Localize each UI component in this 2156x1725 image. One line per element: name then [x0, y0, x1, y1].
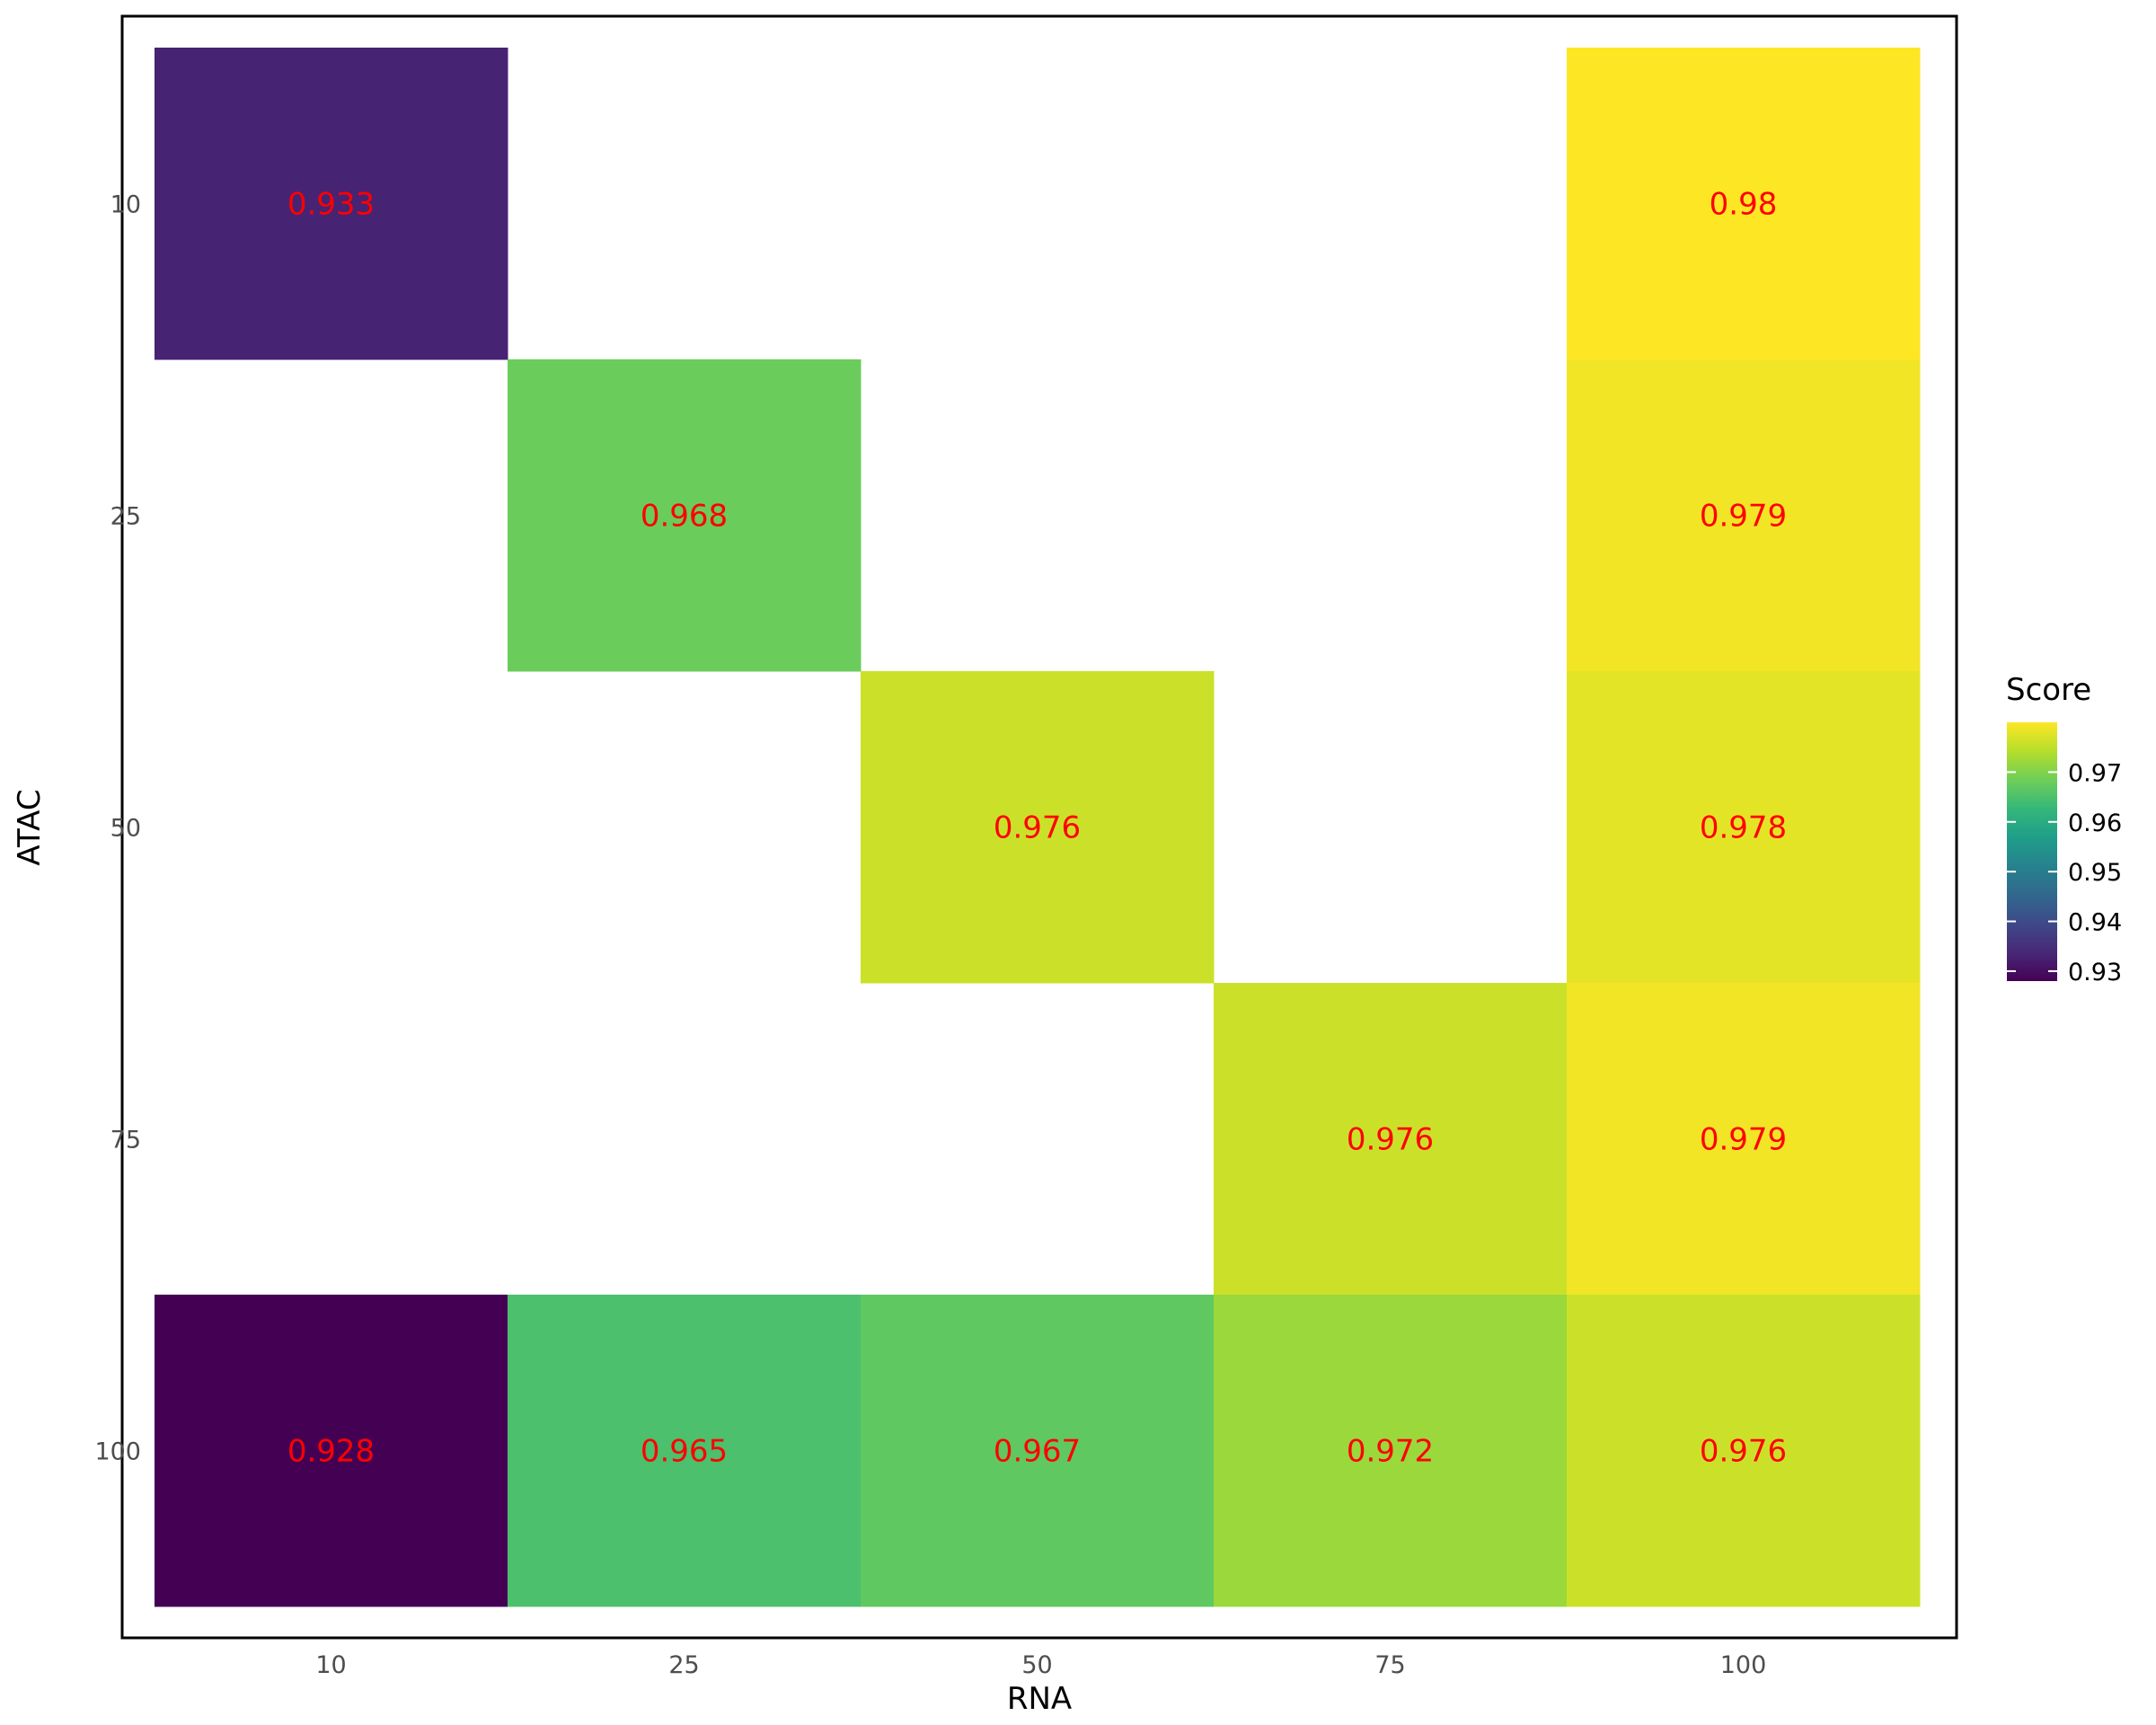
y-axis-ticks: 10 25 50 75 100	[94, 191, 141, 1466]
legend-tick-label: 0.96	[2068, 809, 2122, 837]
x-tick-label: 50	[1021, 1651, 1052, 1679]
x-tick-label: 100	[1720, 1651, 1767, 1679]
y-axis-title: ATAC	[12, 789, 48, 865]
heatmap-cell	[1567, 983, 1921, 1296]
heatmap-cell	[508, 1295, 862, 1607]
cell-value-label: 0.972	[1347, 1434, 1434, 1470]
legend-title: Score	[2006, 672, 2091, 708]
legend-colorbar	[2007, 722, 2057, 981]
heatmap-cell	[155, 1295, 508, 1607]
x-axis-ticks: 10 25 50 75 100	[315, 1651, 1766, 1679]
heatmap-cell	[1567, 1295, 1921, 1607]
cell-value-label: 0.933	[287, 187, 375, 223]
legend-ticks: 0.93 0.94 0.95 0.96 0.97	[2007, 759, 2122, 986]
cell-value-label: 0.979	[1700, 499, 1787, 535]
y-tick-label: 25	[110, 503, 141, 531]
legend-tick-label: 0.93	[2068, 959, 2122, 986]
heatmap-cell	[861, 1295, 1215, 1607]
cell-value-label: 0.979	[1700, 1122, 1787, 1158]
x-tick-label: 75	[1374, 1651, 1405, 1679]
heatmap-cell	[1214, 983, 1568, 1296]
x-axis-title: RNA	[1007, 1681, 1072, 1717]
cell-value-label: 0.976	[1347, 1122, 1434, 1158]
y-tick-label: 10	[110, 191, 141, 219]
heatmap-cell	[1567, 671, 1921, 984]
heatmap-cell	[508, 359, 862, 672]
legend-tick-label: 0.95	[2068, 859, 2122, 887]
heatmap-cell	[1567, 359, 1921, 672]
y-tick-label: 50	[110, 815, 141, 843]
legend-tick-label: 0.94	[2068, 909, 2122, 937]
cell-value-label: 0.976	[994, 810, 1081, 846]
cell-value-label: 0.976	[1700, 1434, 1787, 1470]
y-tick-label: 100	[94, 1438, 141, 1466]
cell-value-label: 0.978	[1700, 810, 1787, 846]
heatmap-cells: 0.933 0.98 0.968 0.979 0.976 0.978 0.976 0.979 0…	[155, 48, 1921, 1607]
cell-value-label: 0.965	[641, 1434, 728, 1470]
legend: Score 0.93 0.94 0.95 0.96 0.97	[2006, 672, 2122, 986]
heatmap-cell	[1567, 48, 1921, 360]
legend-tick-label: 0.97	[2068, 759, 2122, 787]
heatmap-cell	[861, 671, 1215, 984]
x-tick-label: 10	[315, 1651, 346, 1679]
cell-value-label: 0.967	[994, 1434, 1081, 1470]
x-tick-label: 25	[668, 1651, 699, 1679]
panel-border	[120, 14, 1958, 1640]
cell-value-label: 0.928	[287, 1434, 375, 1470]
heatmap-cell	[1214, 1295, 1568, 1607]
y-tick-label: 75	[110, 1127, 141, 1154]
cell-value-label: 0.98	[1710, 187, 1778, 223]
cell-value-label: 0.968	[641, 499, 728, 535]
heatmap-cell	[155, 48, 508, 360]
